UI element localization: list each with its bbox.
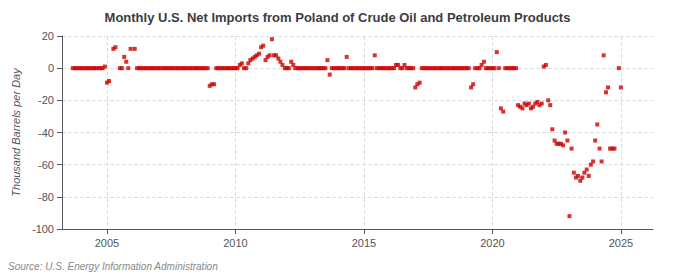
svg-text:2005: 2005 bbox=[95, 237, 119, 249]
svg-text:-80: -80 bbox=[38, 191, 54, 203]
svg-text:-40: -40 bbox=[38, 127, 54, 139]
svg-text:20: 20 bbox=[42, 30, 54, 42]
svg-text:2025: 2025 bbox=[609, 237, 633, 249]
svg-text:0: 0 bbox=[48, 62, 54, 74]
svg-text:Source: U.S. Energy Informatio: Source: U.S. Energy Information Administ… bbox=[8, 261, 218, 272]
svg-text:-100: -100 bbox=[32, 223, 54, 235]
svg-text:Thousand Barrels per Day: Thousand Barrels per Day bbox=[10, 67, 22, 197]
svg-text:2010: 2010 bbox=[223, 237, 247, 249]
svg-text:-20: -20 bbox=[38, 94, 54, 106]
svg-text:Monthly U.S. Net Imports from: Monthly U.S. Net Imports from Poland of … bbox=[105, 10, 571, 25]
svg-text:2020: 2020 bbox=[480, 237, 504, 249]
svg-text:2015: 2015 bbox=[352, 237, 376, 249]
svg-text:-60: -60 bbox=[38, 159, 54, 171]
